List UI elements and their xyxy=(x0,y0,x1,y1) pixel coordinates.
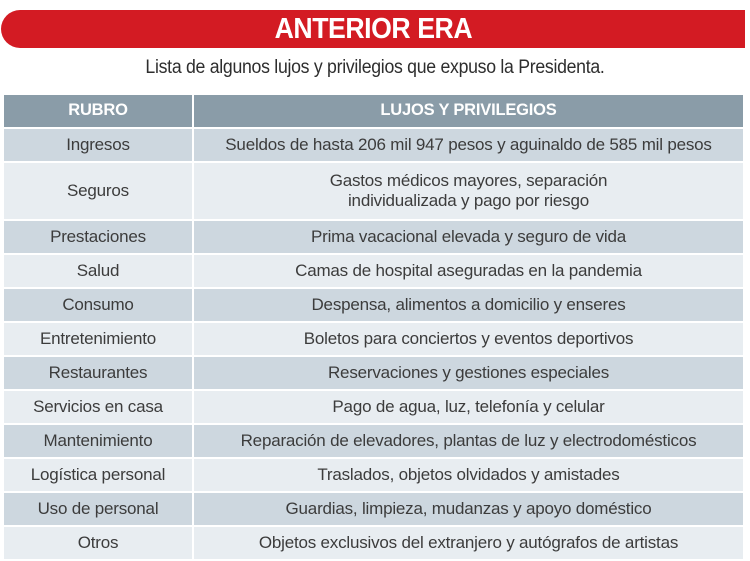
table-row: Servicios en casa Pago de agua, luz, tel… xyxy=(4,391,743,423)
table-row: Salud Camas de hospital aseguradas en la… xyxy=(4,255,743,287)
detalle-cell: Despensa, alimentos a domicilio y ensere… xyxy=(194,289,743,321)
table-row: Prestaciones Prima vacacional elevada y … xyxy=(4,221,743,253)
detalle-cell: Sueldos de hasta 206 mil 947 pesos y agu… xyxy=(194,129,743,161)
subtitle: Lista de algunos lujos y privilegios que… xyxy=(145,57,605,78)
detalle-cell: Pago de agua, luz, telefonía y celular xyxy=(194,391,743,423)
detalle-cell: Reparación de elevadores, plantas de luz… xyxy=(194,425,743,457)
detalle-cell: Gastos médicos mayores, separación indiv… xyxy=(194,163,743,219)
rubro-cell: Mantenimiento xyxy=(4,425,192,457)
rubro-cell: Salud xyxy=(4,255,192,287)
table-header-row: RUBRO LUJOS Y PRIVILEGIOS xyxy=(4,95,743,127)
title-banner: ANTERIOR ERA xyxy=(1,10,745,48)
table-row: Logística personal Traslados, objetos ol… xyxy=(4,459,743,491)
detalle-cell: Objetos exclusivos del extranjero y autó… xyxy=(194,527,743,559)
detalle-cell: Reservaciones y gestiones especiales xyxy=(194,357,743,389)
detalle-cell: Traslados, objetos olvidados y amistades xyxy=(194,459,743,491)
rubro-cell: Ingresos xyxy=(4,129,192,161)
table-row: Consumo Despensa, alimentos a domicilio … xyxy=(4,289,743,321)
rubro-cell: Uso de personal xyxy=(4,493,192,525)
table-row: Otros Objetos exclusivos del extranjero … xyxy=(4,527,743,559)
table-row: Ingresos Sueldos de hasta 206 mil 947 pe… xyxy=(4,129,743,161)
detalle-cell: Prima vacacional elevada y seguro de vid… xyxy=(194,221,743,253)
rubro-cell: Consumo xyxy=(4,289,192,321)
page-title: ANTERIOR ERA xyxy=(274,12,472,45)
detalle-cell: Camas de hospital aseguradas en la pande… xyxy=(194,255,743,287)
column-header-lujos: LUJOS Y PRIVILEGIOS xyxy=(194,95,743,127)
rubro-cell: Restaurantes xyxy=(4,357,192,389)
rubro-cell: Otros xyxy=(4,527,192,559)
column-header-rubro: RUBRO xyxy=(4,95,192,127)
table-row: Restaurantes Reservaciones y gestiones e… xyxy=(4,357,743,389)
rubro-cell: Prestaciones xyxy=(4,221,192,253)
table-row: Mantenimiento Reparación de elevadores, … xyxy=(4,425,743,457)
table-row: Uso de personal Guardias, limpieza, muda… xyxy=(4,493,743,525)
detalle-cell: Boletos para conciertos y eventos deport… xyxy=(194,323,743,355)
table-row: Seguros Gastos médicos mayores, separaci… xyxy=(4,163,743,219)
detalle-cell: Guardias, limpieza, mudanzas y apoyo dom… xyxy=(194,493,743,525)
table-row: Entretenimiento Boletos para conciertos … xyxy=(4,323,743,355)
rubro-cell: Logística personal xyxy=(4,459,192,491)
privileges-table: RUBRO LUJOS Y PRIVILEGIOS Ingresos Sueld… xyxy=(4,95,743,559)
rubro-cell: Servicios en casa xyxy=(4,391,192,423)
rubro-cell: Entretenimiento xyxy=(4,323,192,355)
rubro-cell: Seguros xyxy=(4,163,192,219)
